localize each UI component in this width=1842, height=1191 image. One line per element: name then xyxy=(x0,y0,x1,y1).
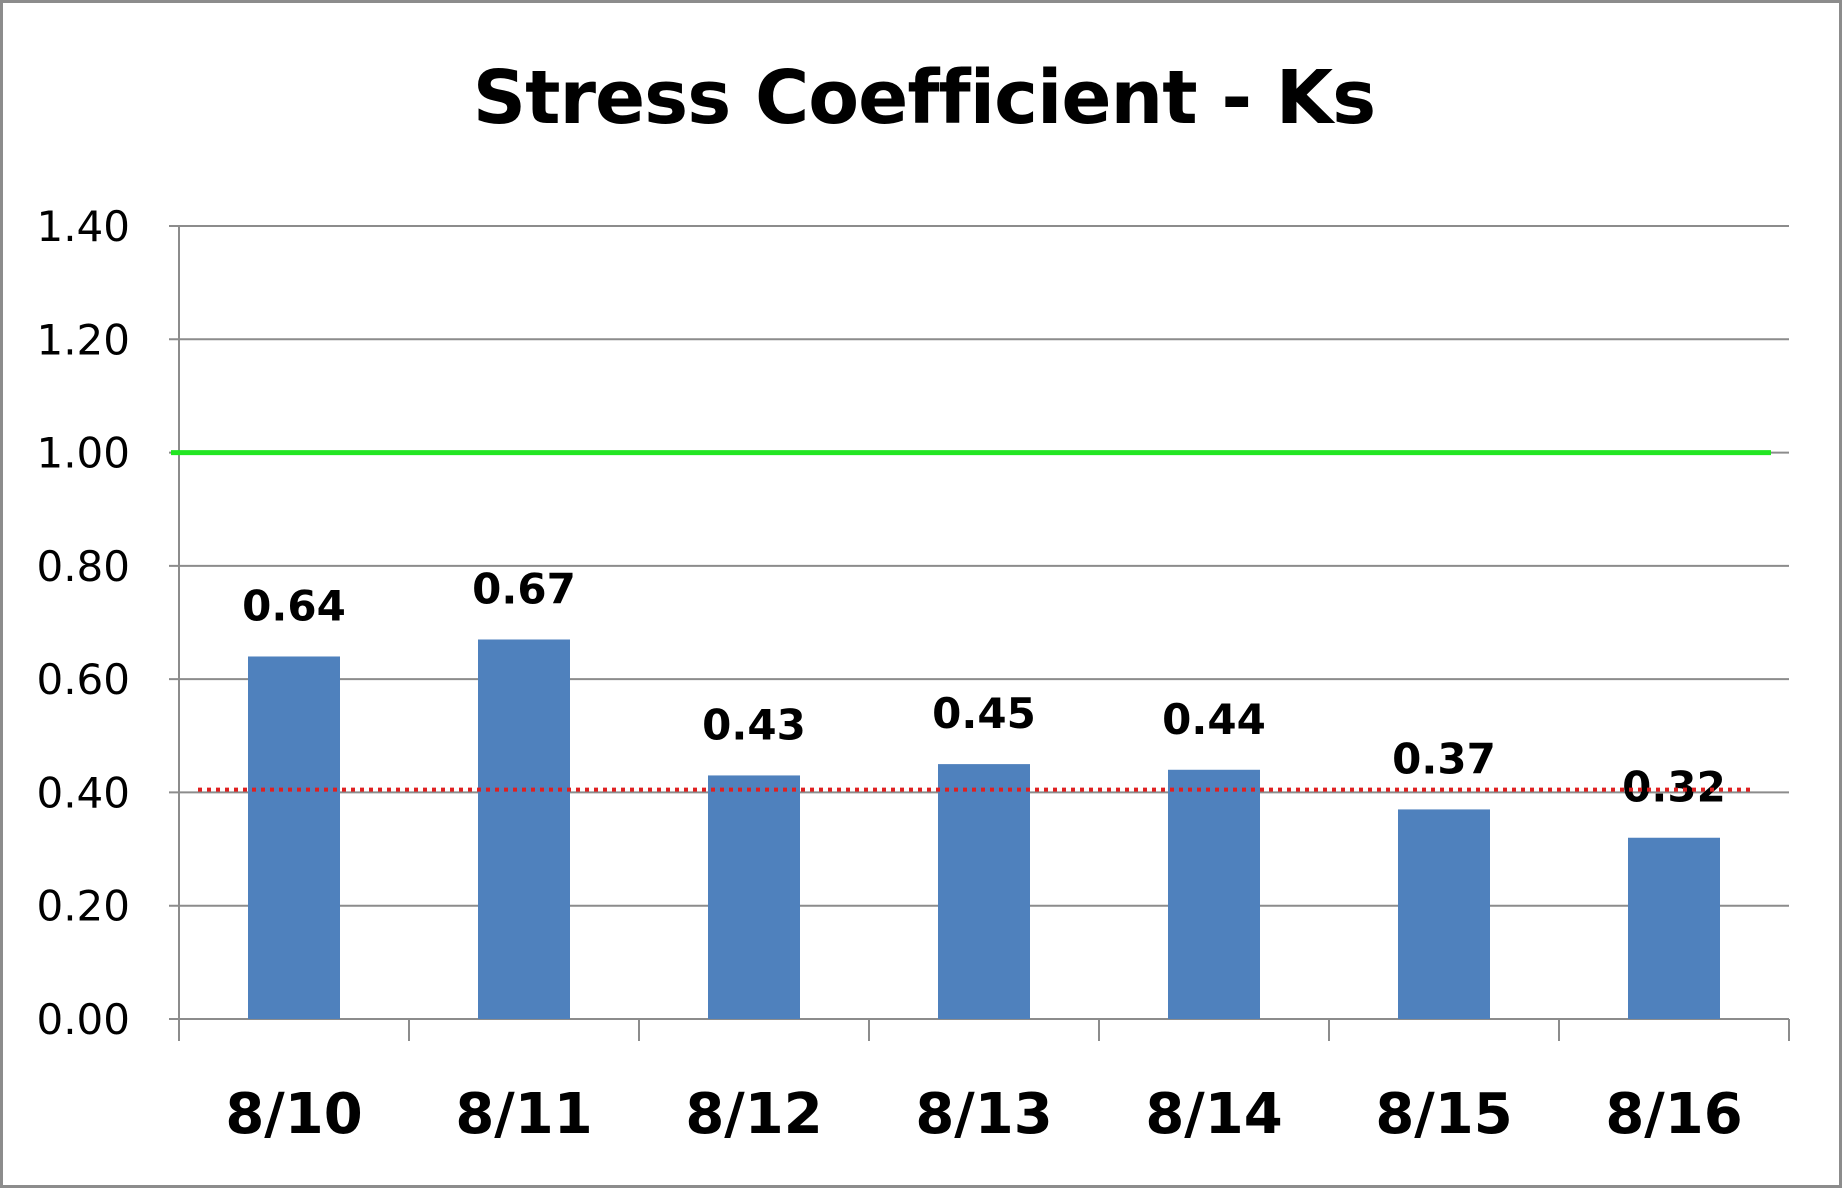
x-category-label: 8/16 xyxy=(1605,1082,1742,1147)
bar xyxy=(938,764,1030,1019)
x-category-label: 8/13 xyxy=(915,1082,1052,1147)
x-category-label: 8/12 xyxy=(685,1082,822,1147)
data-label: 0.32 xyxy=(1622,763,1726,812)
bar xyxy=(478,639,570,1019)
x-category-label: 8/14 xyxy=(1145,1082,1282,1147)
data-label: 0.44 xyxy=(1162,695,1266,744)
data-label: 0.45 xyxy=(932,689,1036,738)
data-label: 0.64 xyxy=(242,581,346,630)
bar xyxy=(708,775,800,1019)
y-tick-label: 0.00 xyxy=(36,995,130,1044)
chart-plot-area: 0.00 0.20 0.40 0.60 0.80 1.00 1.20 1.40 0.64 8/10… xyxy=(36,202,1790,1147)
bar xyxy=(1398,809,1490,1019)
y-tick-label: 1.20 xyxy=(36,315,130,364)
x-category-label: 8/11 xyxy=(455,1082,592,1147)
bar xyxy=(1168,769,1260,1019)
x-category-label: 8/15 xyxy=(1375,1082,1512,1147)
y-tick-label: 1.40 xyxy=(36,202,130,251)
chart-title: Stress Coefficient - Ks xyxy=(472,55,1376,141)
data-label: 0.43 xyxy=(702,700,806,749)
bar xyxy=(248,656,340,1019)
y-tick-label: 0.40 xyxy=(36,768,130,817)
y-tick-label: 1.00 xyxy=(36,429,130,478)
bar xyxy=(1628,837,1720,1019)
data-label: 0.67 xyxy=(472,564,576,613)
y-tick-label: 0.60 xyxy=(36,655,130,704)
data-label: 0.37 xyxy=(1392,734,1496,783)
y-tick-label: 0.80 xyxy=(36,542,130,591)
y-tick-label: 0.20 xyxy=(36,882,130,931)
x-category-label: 8/10 xyxy=(225,1082,362,1147)
